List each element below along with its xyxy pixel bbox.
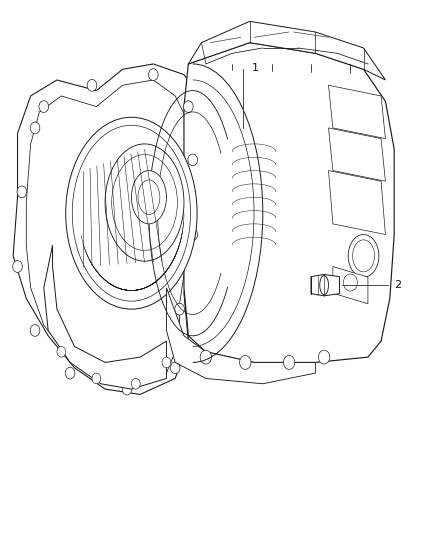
Circle shape	[57, 346, 66, 357]
Circle shape	[283, 356, 295, 369]
Polygon shape	[333, 266, 368, 304]
Polygon shape	[166, 288, 315, 384]
Circle shape	[131, 378, 140, 389]
Polygon shape	[328, 128, 385, 181]
Circle shape	[65, 367, 75, 379]
Circle shape	[240, 356, 251, 369]
Polygon shape	[13, 64, 206, 394]
Polygon shape	[328, 85, 385, 139]
Circle shape	[188, 229, 198, 240]
Polygon shape	[328, 171, 385, 235]
Polygon shape	[44, 245, 166, 389]
Circle shape	[39, 101, 49, 112]
Text: 1: 1	[252, 63, 259, 73]
Polygon shape	[188, 21, 385, 80]
Polygon shape	[184, 43, 394, 362]
Circle shape	[170, 362, 180, 374]
Circle shape	[175, 303, 184, 315]
Circle shape	[184, 101, 193, 112]
Ellipse shape	[131, 171, 166, 224]
Circle shape	[122, 383, 132, 395]
Circle shape	[200, 350, 212, 364]
Circle shape	[87, 79, 97, 91]
Ellipse shape	[348, 235, 379, 277]
Polygon shape	[311, 274, 339, 296]
Ellipse shape	[105, 144, 184, 261]
Ellipse shape	[320, 276, 328, 295]
Circle shape	[17, 186, 27, 198]
Circle shape	[343, 274, 357, 291]
Text: 2: 2	[394, 280, 401, 290]
Circle shape	[30, 122, 40, 134]
Circle shape	[162, 357, 171, 368]
Circle shape	[188, 154, 198, 166]
Circle shape	[13, 261, 22, 272]
Circle shape	[92, 373, 101, 384]
Circle shape	[148, 69, 158, 80]
Circle shape	[30, 325, 40, 336]
Ellipse shape	[66, 117, 197, 309]
Circle shape	[318, 350, 330, 364]
